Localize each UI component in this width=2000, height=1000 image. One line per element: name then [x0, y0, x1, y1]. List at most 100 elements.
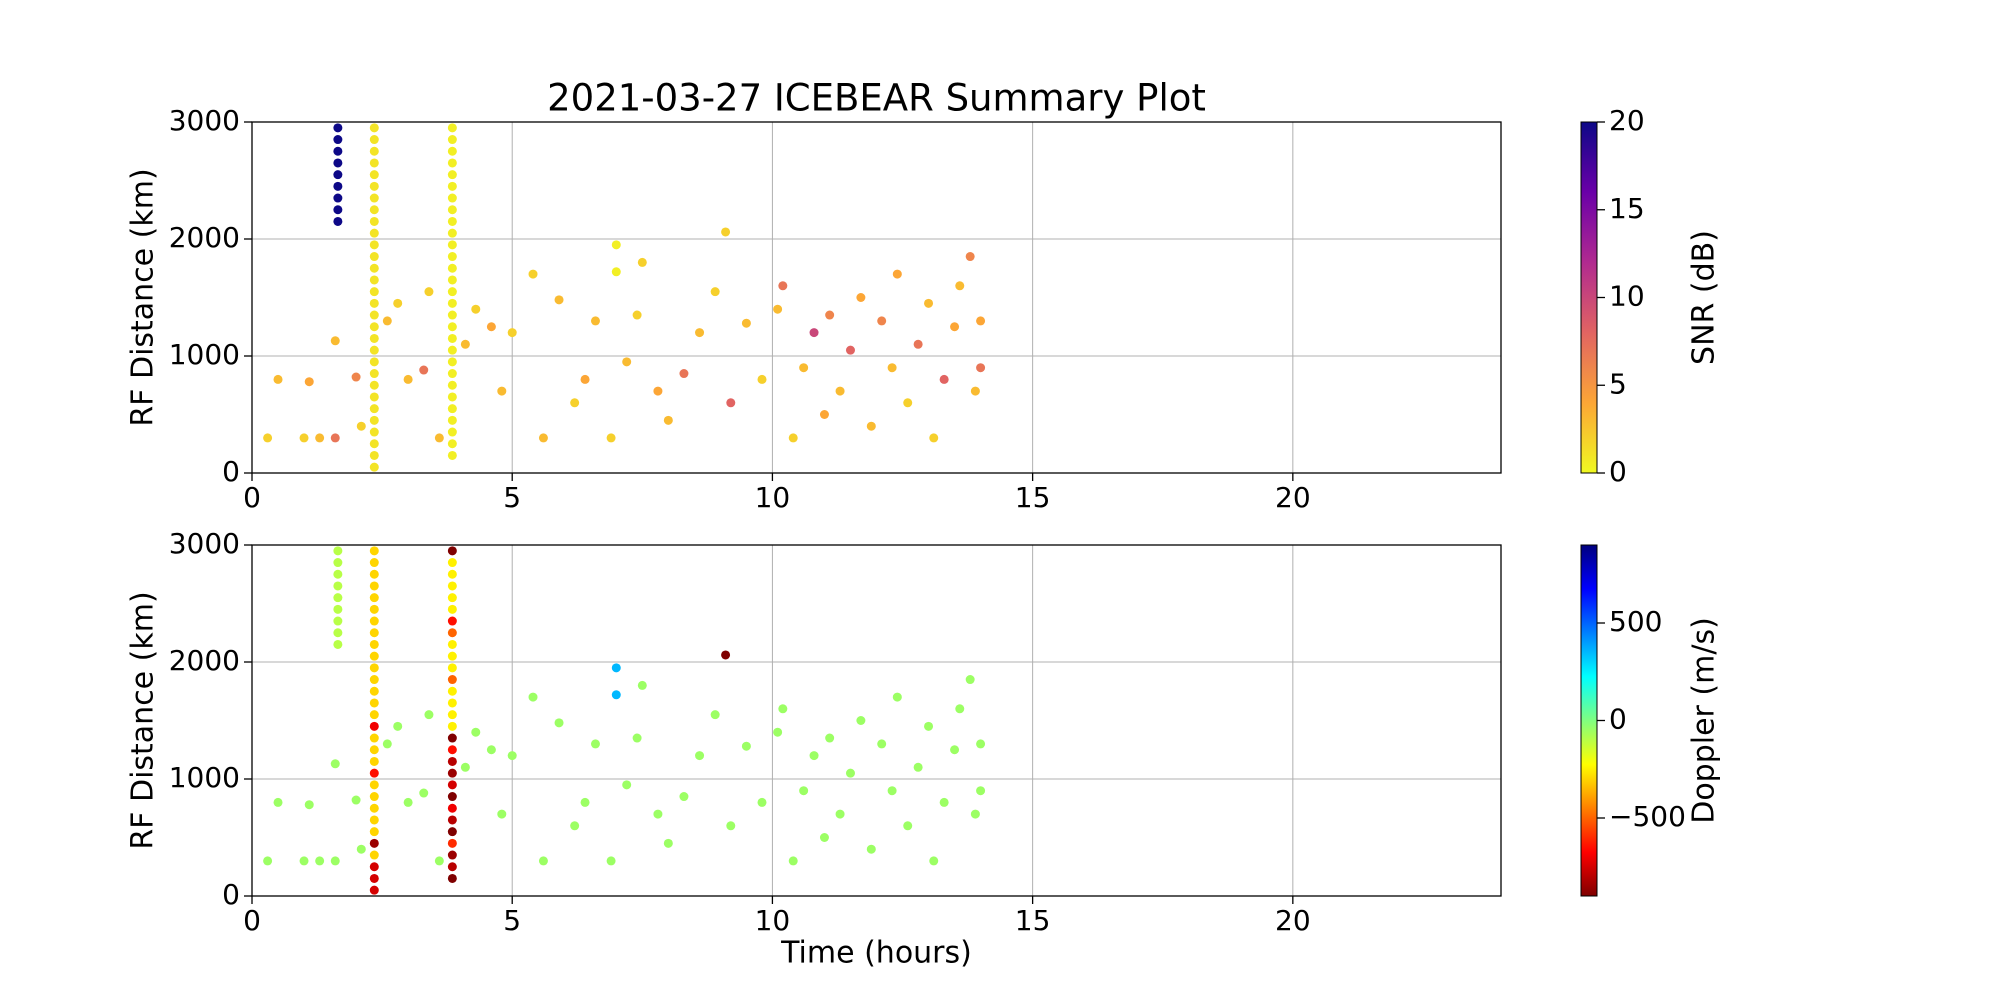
point	[924, 721, 934, 731]
point	[369, 780, 379, 790]
point	[877, 739, 887, 749]
point	[778, 704, 788, 714]
point	[447, 123, 457, 133]
point	[611, 267, 621, 277]
point	[632, 310, 642, 320]
point	[447, 193, 457, 203]
point	[403, 797, 413, 807]
point	[369, 322, 379, 332]
point	[447, 639, 457, 649]
point	[333, 639, 343, 649]
point	[369, 415, 379, 425]
x-tick-label: 10	[755, 481, 791, 514]
point	[369, 228, 379, 238]
colorbar-tick-label: 15	[1609, 192, 1645, 225]
point	[369, 333, 379, 343]
point	[351, 795, 361, 805]
point	[809, 751, 819, 761]
point	[741, 741, 751, 751]
x-tick-label: 0	[243, 481, 261, 514]
point	[726, 398, 736, 408]
point	[382, 739, 392, 749]
colorbar-tick-label: 500	[1609, 605, 1662, 638]
colorbar-tick-label: 0	[1609, 455, 1627, 488]
point	[773, 304, 783, 314]
colorbar-label: SNR (dB)	[1687, 230, 1722, 365]
point	[528, 269, 538, 279]
point	[710, 287, 720, 297]
point	[447, 546, 457, 556]
point	[424, 710, 434, 720]
point	[330, 336, 340, 346]
point	[788, 856, 798, 866]
point	[369, 427, 379, 437]
x-tick-label: 5	[503, 904, 521, 937]
point	[369, 193, 379, 203]
point	[330, 759, 340, 769]
point	[447, 558, 457, 568]
point	[887, 363, 897, 373]
point	[369, 721, 379, 731]
point	[369, 240, 379, 250]
x-tick-label: 15	[1015, 481, 1051, 514]
point	[434, 433, 444, 443]
point	[929, 433, 939, 443]
point	[369, 252, 379, 262]
point	[554, 718, 564, 728]
colorbar-tick-label: 0	[1609, 703, 1627, 736]
point	[570, 398, 580, 408]
point	[333, 181, 343, 191]
point	[447, 721, 457, 731]
point	[403, 374, 413, 384]
point	[369, 546, 379, 556]
colorbar-tick-label: −500	[1609, 800, 1686, 833]
point	[299, 433, 309, 443]
point	[929, 856, 939, 866]
point	[447, 216, 457, 226]
x-tick-label: 0	[243, 904, 261, 937]
point	[369, 827, 379, 837]
point	[447, 450, 457, 460]
point	[955, 704, 965, 714]
point	[924, 298, 934, 308]
point	[330, 856, 340, 866]
y-tick-label: 0	[222, 455, 240, 488]
point	[447, 780, 457, 790]
point	[351, 372, 361, 382]
point	[333, 170, 343, 180]
point	[606, 856, 616, 866]
point	[333, 193, 343, 203]
point	[892, 692, 902, 702]
point	[486, 745, 496, 755]
point	[369, 404, 379, 414]
point	[447, 135, 457, 145]
point	[799, 363, 809, 373]
point	[333, 205, 343, 215]
colorbar-tick-label: 5	[1609, 367, 1627, 400]
point	[369, 663, 379, 673]
point	[369, 651, 379, 661]
point	[866, 421, 876, 431]
point	[903, 821, 913, 831]
point	[903, 398, 913, 408]
point	[330, 433, 340, 443]
point	[856, 293, 866, 302]
point	[447, 392, 457, 402]
y-axis-label: RF Distance (km)	[126, 591, 161, 849]
point	[369, 135, 379, 145]
y-tick-label: 1000	[169, 761, 240, 794]
point	[447, 404, 457, 414]
point	[369, 310, 379, 320]
point	[447, 803, 457, 813]
point	[333, 546, 343, 556]
point	[950, 745, 960, 755]
point	[611, 663, 621, 673]
point	[637, 257, 647, 267]
point	[369, 815, 379, 825]
point	[447, 756, 457, 766]
point	[263, 433, 273, 443]
point	[447, 628, 457, 638]
point	[778, 281, 788, 291]
point	[538, 433, 548, 443]
point	[333, 581, 343, 591]
